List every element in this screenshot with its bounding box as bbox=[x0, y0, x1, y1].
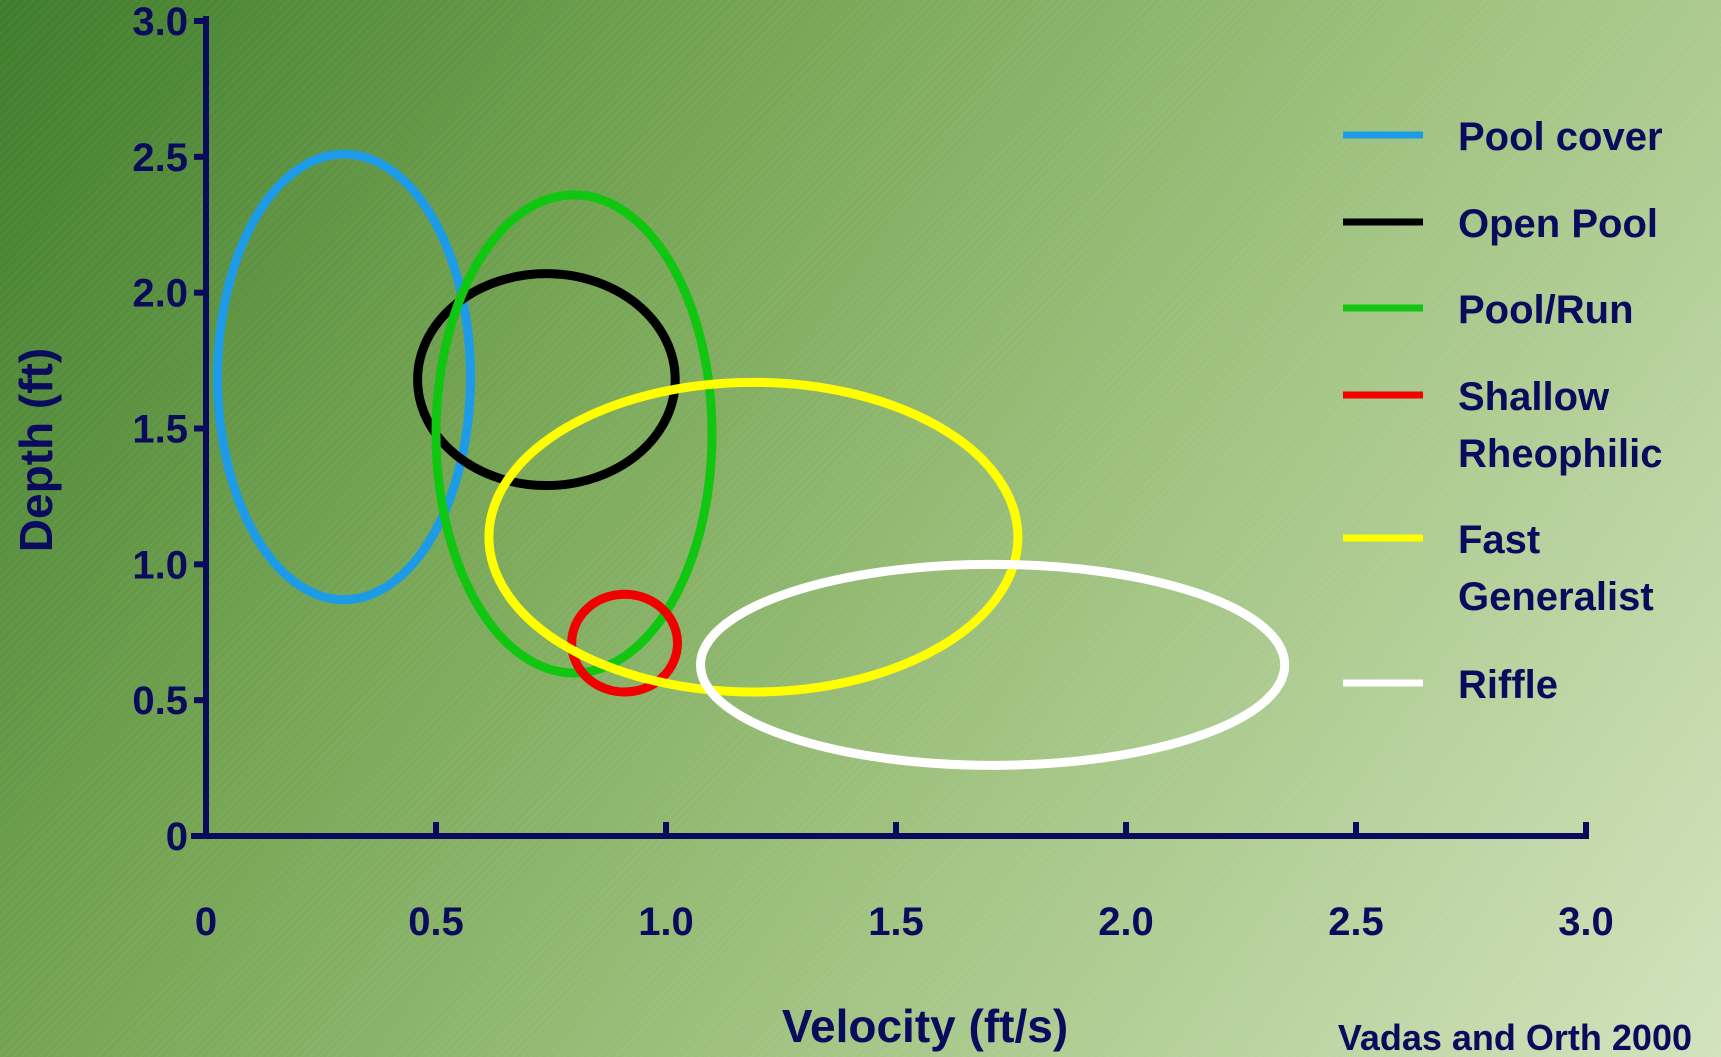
legend-label-open-pool: Open Pool bbox=[1458, 202, 1658, 246]
y-tick-label: 0.5 bbox=[132, 679, 188, 723]
y-tick-label: 3.0 bbox=[132, 0, 188, 44]
y-tick-label: 1.5 bbox=[132, 408, 188, 452]
ellipse-fast-generalist bbox=[484, 377, 1023, 697]
x-tick-label: 3.0 bbox=[1558, 900, 1614, 944]
ellipse-pool-run bbox=[431, 190, 717, 678]
legend-label-shallow-rheophilic: Shallow bbox=[1458, 375, 1610, 419]
y-tick-label: 0 bbox=[166, 815, 188, 859]
ellipse-shallow-rheophilic bbox=[567, 589, 682, 697]
y-tick-label: 1.0 bbox=[132, 543, 188, 587]
x-tick-label: 2.5 bbox=[1328, 900, 1384, 944]
y-axis-title: Depth (ft) bbox=[10, 348, 62, 552]
ellipse-pool-cover bbox=[213, 149, 475, 605]
ellipse-riffle bbox=[696, 559, 1290, 770]
x-tick-label: 2.0 bbox=[1098, 900, 1154, 944]
source-citation: Vadas and Orth 2000 bbox=[1338, 1017, 1692, 1057]
ellipse-layer bbox=[213, 149, 1290, 770]
legend: Pool cover Open Pool Pool/Run Shallow Rheoph… bbox=[1343, 115, 1663, 707]
x-tick-label: 1.5 bbox=[868, 900, 924, 944]
legend-label-fast-generalist: Generalist bbox=[1458, 575, 1654, 619]
legend-label-pool-cover: Pool cover bbox=[1458, 115, 1663, 159]
x-tick-label: 0.5 bbox=[408, 900, 464, 944]
legend-label-riffle: Riffle bbox=[1458, 663, 1558, 707]
tick-layer: 0 0.5 1.0 1.5 2.0 2.5 3.0 0 0.5 1.0 1.5 2.0 2.5 3.0 bbox=[132, 0, 1613, 944]
ellipse-open-pool bbox=[413, 269, 680, 491]
x-tick-label: 0 bbox=[195, 900, 217, 944]
axes bbox=[191, 16, 1589, 839]
legend-label-shallow-rheophilic: Rheophilic bbox=[1458, 432, 1662, 476]
x-axis-title: Velocity (ft/s) bbox=[782, 1000, 1068, 1052]
legend-label-pool-run: Pool/Run bbox=[1458, 288, 1634, 332]
y-tick-label: 2.5 bbox=[132, 136, 188, 180]
legend-label-fast-generalist: Fast bbox=[1458, 518, 1540, 562]
x-tick-label: 1.0 bbox=[638, 900, 694, 944]
y-tick-label: 2.0 bbox=[132, 272, 188, 316]
